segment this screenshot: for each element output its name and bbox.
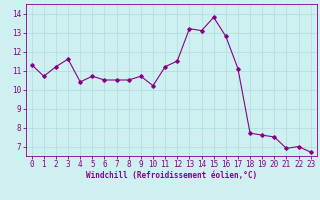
X-axis label: Windchill (Refroidissement éolien,°C): Windchill (Refroidissement éolien,°C) <box>86 171 257 180</box>
